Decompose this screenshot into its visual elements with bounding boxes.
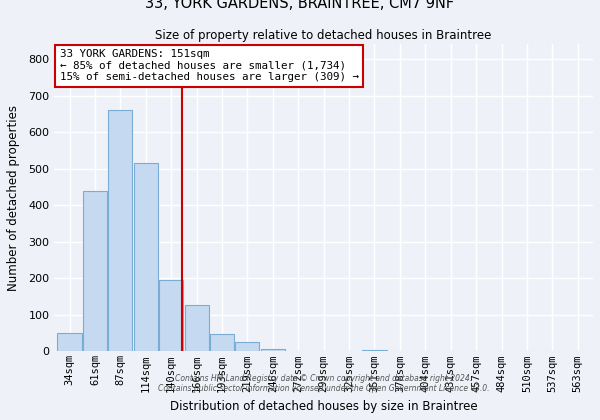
Bar [235, 342, 259, 352]
Text: 33 YORK GARDENS: 151sqm
← 85% of detached houses are smaller (1,734)
15% of semi: 33 YORK GARDENS: 151sqm ← 85% of detache… [59, 49, 359, 82]
Bar [185, 304, 209, 352]
Text: 33, YORK GARDENS, BRAINTREE, CM7 9NF: 33, YORK GARDENS, BRAINTREE, CM7 9NF [145, 0, 455, 11]
Bar [210, 334, 234, 352]
Text: Contains HM Land Registry data © Crown copyright and database right 2024.
Contai: Contains HM Land Registry data © Crown c… [158, 374, 490, 394]
Bar [159, 280, 183, 352]
Y-axis label: Number of detached properties: Number of detached properties [7, 105, 20, 291]
Bar [362, 349, 386, 352]
Bar [261, 349, 285, 352]
Bar [134, 163, 158, 352]
X-axis label: Distribution of detached houses by size in Braintree: Distribution of detached houses by size … [170, 400, 478, 413]
Bar [58, 333, 82, 352]
Bar [108, 110, 133, 352]
Bar [83, 191, 107, 352]
Title: Size of property relative to detached houses in Braintree: Size of property relative to detached ho… [155, 29, 492, 42]
